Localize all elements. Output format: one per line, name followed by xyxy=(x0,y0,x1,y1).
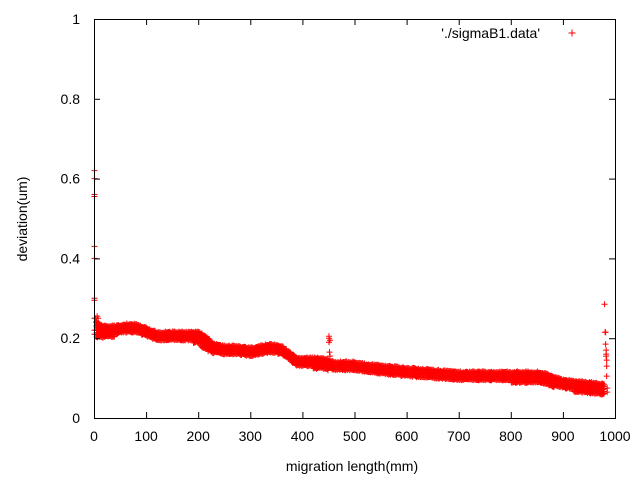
plot-frame xyxy=(94,19,616,419)
data-point-outlier xyxy=(603,373,610,380)
x-tick-label: 800 xyxy=(499,428,523,444)
legend: './sigmaB1.data' xyxy=(441,25,576,41)
legend-marker xyxy=(568,29,576,37)
data-point-outlier xyxy=(327,337,334,344)
data-point-outlier xyxy=(326,349,333,356)
data-point-outlier xyxy=(94,321,101,328)
data-point xyxy=(600,391,607,398)
data-point-outlier xyxy=(602,329,609,336)
y-tick-label: 1 xyxy=(72,11,80,27)
axes: 0 100 200 300 400 500 600 700 800 900 1000 0 0.2 0.4 0… xyxy=(61,11,631,444)
data-point-outlier xyxy=(604,389,611,396)
data-point-outlier xyxy=(95,315,102,322)
data-band xyxy=(93,318,608,398)
x-tick-label: 400 xyxy=(291,428,315,444)
data-point-outlier xyxy=(603,353,610,360)
y-tick-label: 0 xyxy=(72,410,80,426)
legend-label-sigmab1: './sigmaB1.data' xyxy=(441,25,540,41)
legend-plus-marker xyxy=(568,29,576,37)
x-tick-label: 0 xyxy=(90,428,98,444)
y-tick-label: 0.4 xyxy=(61,250,81,266)
x-axis-label: migration length(mm) xyxy=(286,458,418,474)
y-tick-label: 0.6 xyxy=(61,171,81,187)
data-point-outlier xyxy=(603,357,610,364)
x-tick-label: 300 xyxy=(239,428,263,444)
y-tick-label: 0.2 xyxy=(61,330,81,346)
data-point xyxy=(111,333,118,340)
x-tick-label: 700 xyxy=(447,428,471,444)
x-tick-label: 500 xyxy=(343,428,367,444)
x-tick-label: 1000 xyxy=(599,428,630,444)
data-point-outlier xyxy=(602,341,609,348)
data-point-outlier xyxy=(327,353,334,360)
x-tick-label: 900 xyxy=(551,428,575,444)
x-tick-label: 600 xyxy=(395,428,419,444)
x-tick-label: 200 xyxy=(187,428,211,444)
y-tick-label: 0.8 xyxy=(61,91,81,107)
data-point-outlier xyxy=(601,301,608,308)
data-marks xyxy=(91,167,611,398)
x-tick-label: 100 xyxy=(134,428,158,444)
data-point xyxy=(601,390,608,397)
data-point-outlier xyxy=(603,363,610,370)
y-axis-label: deviation(um) xyxy=(14,177,30,262)
